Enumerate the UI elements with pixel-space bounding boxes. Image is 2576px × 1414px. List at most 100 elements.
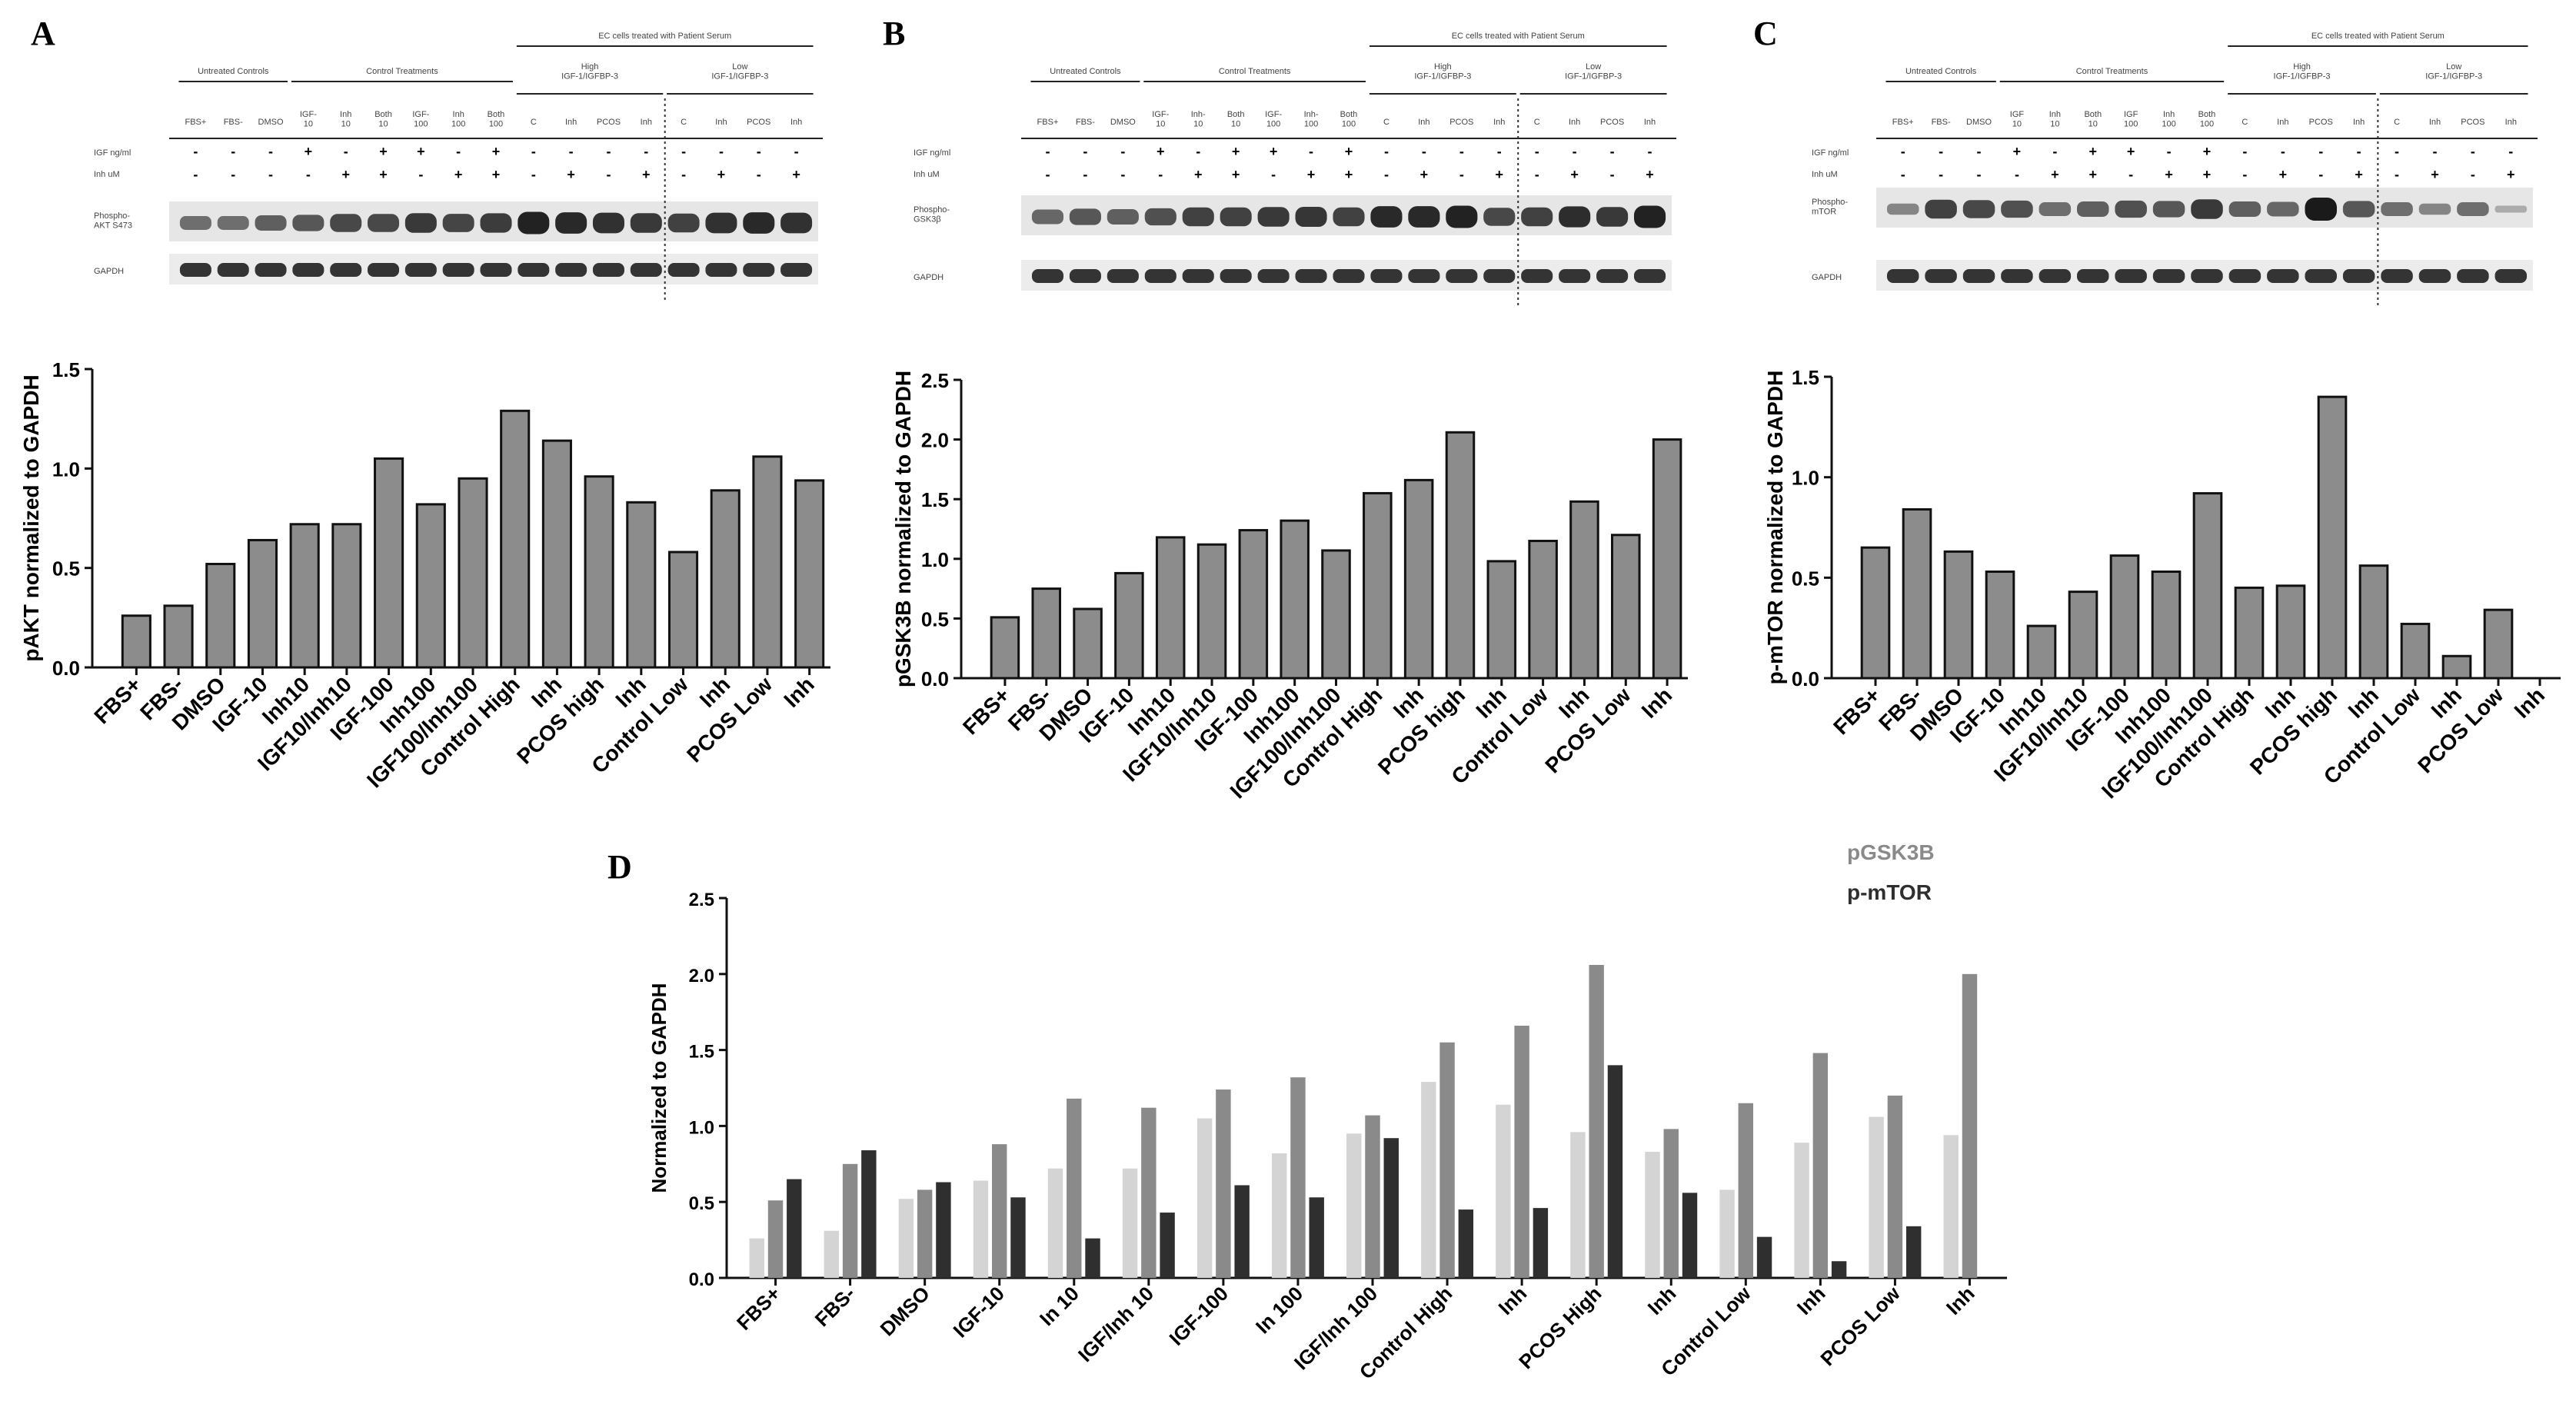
bar-series-2 (1533, 1208, 1549, 1278)
bar-series-1 (1141, 1107, 1157, 1278)
x-tick-label: PCOS Low (1816, 1281, 1905, 1370)
y-tick-label: 2.0 (921, 429, 949, 452)
bar-series-1 (1738, 1103, 1753, 1278)
y-axis-title: pGSK3B normalized to GAPDH (891, 371, 915, 687)
y-tick-label: 0.5 (921, 607, 949, 630)
legend-entry-p-mtor: p-mTOR (1847, 880, 1932, 904)
blot-lane-label: FBS- (1076, 118, 1095, 127)
blot-band-gapdh (2039, 269, 2072, 283)
bar (2151, 570, 2182, 680)
y-tick-label: 1.5 (52, 358, 80, 381)
bar (1528, 540, 1558, 680)
y-tick-label: 1.0 (1792, 467, 1819, 490)
blot-band-gapdh (743, 263, 775, 277)
bar (331, 523, 362, 669)
blot-lane-label: Inh (1418, 118, 1429, 127)
blot-band-gapdh (1633, 269, 1666, 283)
blot-band-label: Phospho-AKT S473 (94, 211, 132, 231)
blot-igf-sign: - (2318, 144, 2323, 159)
bar-chart-c: 0.0 0.5 1.0 1.5p-mTOR normalized to GAPDH FB… (1763, 366, 2561, 803)
bar (289, 523, 320, 669)
blot-band-phospho (480, 213, 512, 233)
blot-band-gapdh (1031, 269, 1064, 283)
bar-series-2 (1309, 1197, 1324, 1278)
blot-lane-label: FBS- (224, 118, 243, 127)
blot-lane-label: C (2242, 118, 2248, 127)
blot-row-label: Inh uM (1812, 170, 1838, 179)
bar (2026, 624, 2057, 680)
bar-series-1 (917, 1189, 933, 1278)
blot-group-header: EC cells treated with Patient Serum (598, 32, 731, 41)
bar-series-1 (1812, 1053, 1829, 1278)
blot-igf-sign: - (2395, 144, 2399, 159)
x-tick-label: Inh (2510, 683, 2550, 723)
bar (1114, 571, 1144, 680)
blot-inh-sign: - (2471, 167, 2475, 182)
blot-igf-sign: - (1120, 144, 1125, 159)
blot-band-gapdh (404, 263, 437, 277)
blot-band-phospho (1596, 207, 1629, 227)
blot-igf-sign: - (1384, 144, 1389, 159)
bar-series-0 (973, 1180, 989, 1278)
bar-series-1 (1439, 1042, 1455, 1278)
blot-lane-label: Inh-10 (1191, 110, 1206, 129)
blot-band-phospho (1257, 207, 1290, 227)
blot-igf-sign: - (1045, 144, 1050, 159)
blot-lane-label: Inh (2429, 118, 2441, 127)
blot-sub-header: Low IGF-1/IGFBP-3 (711, 62, 768, 82)
blot-band-phospho (1182, 207, 1214, 227)
blot-band-gapdh (1107, 269, 1139, 283)
x-tick-label: Inh (1637, 683, 1677, 723)
blot-band-phospho (1633, 205, 1666, 228)
blot-band-label: Phospho-mTOR (1812, 198, 1848, 217)
blot-lane-label: Inh (565, 118, 577, 127)
blot-row-label: IGF ng/ml (94, 148, 131, 158)
blot-lane-label: Both 100 (488, 110, 505, 129)
blot-inh-sign: - (231, 167, 235, 182)
bar-series-2 (1831, 1261, 1847, 1278)
blot-inh-sign: - (1384, 167, 1389, 182)
blot-group-header: Control Treatments (2076, 67, 2148, 76)
blot-band-phospho (1408, 206, 1440, 228)
bar-series-2 (1085, 1238, 1100, 1278)
blot-igf-sign: - (456, 144, 461, 159)
bar (584, 475, 614, 669)
blot-band-gapdh (705, 263, 737, 277)
blot-band-phospho (1144, 208, 1177, 226)
blot-igf-sign: - (268, 144, 273, 159)
bar (2441, 654, 2472, 680)
blot-inh-sign: - (2318, 167, 2323, 182)
blot-inh-sign: + (2051, 167, 2059, 182)
bar (2358, 564, 2389, 680)
blot-group-header: EC cells treated with Patient Serum (2311, 32, 2445, 41)
blot-igf-sign: - (2052, 144, 2057, 159)
blot-inh-sign: - (1939, 167, 1943, 182)
blot-band-phospho (2228, 201, 2261, 218)
blot-lane-label: Inh (2505, 118, 2517, 127)
bar-series-1 (992, 1144, 1007, 1278)
bar-series-0 (749, 1238, 764, 1278)
bar-series-1 (1290, 1077, 1306, 1278)
blot-igf-sign: - (644, 144, 648, 159)
blot-lane-label: C (2394, 118, 2400, 127)
blot-lane-label: C (1534, 118, 1540, 127)
blot-igf-sign: - (1977, 144, 1982, 159)
blot-igf-sign: + (379, 144, 388, 159)
blot-igf-sign: - (1459, 144, 1464, 159)
blot-group-header: EC cells treated with Patient Serum (1452, 32, 1585, 41)
bar-series-0 (1719, 1189, 1735, 1278)
blot-group-header: Untreated Controls (1050, 67, 1121, 76)
blot-band-gapdh (2342, 269, 2375, 283)
blot-band-label: Phospho-GSK3β (914, 205, 950, 225)
blot-igf-sign: - (1573, 144, 1577, 159)
bar-series-0 (824, 1230, 840, 1278)
blot-band-gapdh (2457, 269, 2489, 283)
y-tick-label: 0.0 (921, 667, 949, 690)
bar-series-0 (1346, 1133, 1362, 1278)
blot-band-gapdh (2001, 269, 2033, 283)
blot-igf-sign: + (1270, 144, 1278, 159)
blot-igf-sign: - (1196, 144, 1200, 159)
x-tick-label: Inh (1643, 1282, 1681, 1319)
blot-lane-label: Inh (1493, 118, 1505, 127)
